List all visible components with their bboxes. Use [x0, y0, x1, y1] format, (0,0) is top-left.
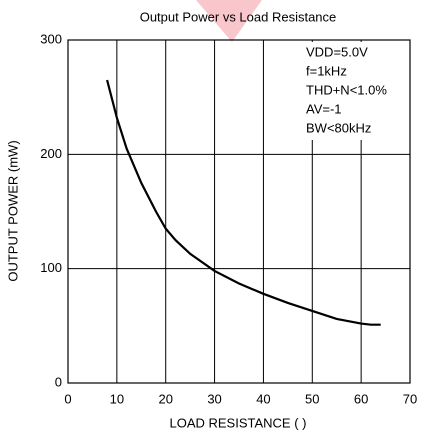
x-tick-label: 70	[403, 391, 417, 406]
annotation: VDD=5.0V	[306, 44, 368, 59]
chart-title: Output Power vs Load Resistance	[140, 9, 337, 24]
y-axis-label: OUTPUT POWER (mW)	[5, 140, 20, 281]
y-tick-label: 100	[40, 260, 62, 275]
watermark	[196, 0, 262, 42]
annotation: AV=-1	[306, 101, 342, 116]
y-tick-label: 300	[40, 31, 62, 46]
x-tick-label: 40	[256, 391, 270, 406]
y-tick-label: 200	[40, 146, 62, 161]
plot-border	[67, 39, 411, 384]
x-tick-label: 20	[158, 391, 172, 406]
annotation: THD+N<1.0%	[306, 82, 387, 97]
y-tick-label: 0	[55, 374, 62, 389]
x-tick-label: 10	[110, 391, 124, 406]
x-tick-label: 30	[207, 391, 221, 406]
x-tick-label: 50	[305, 391, 319, 406]
annotation: f=1kHz	[306, 63, 347, 78]
line	[106, 79, 381, 326]
x-tick-label: 0	[64, 391, 71, 406]
x-tick-label: 60	[354, 391, 368, 406]
x-axis-label: LOAD RESISTANCE ( )	[169, 415, 306, 430]
annotation: BW<80kHz	[306, 120, 371, 135]
annotation-box	[302, 42, 408, 140]
